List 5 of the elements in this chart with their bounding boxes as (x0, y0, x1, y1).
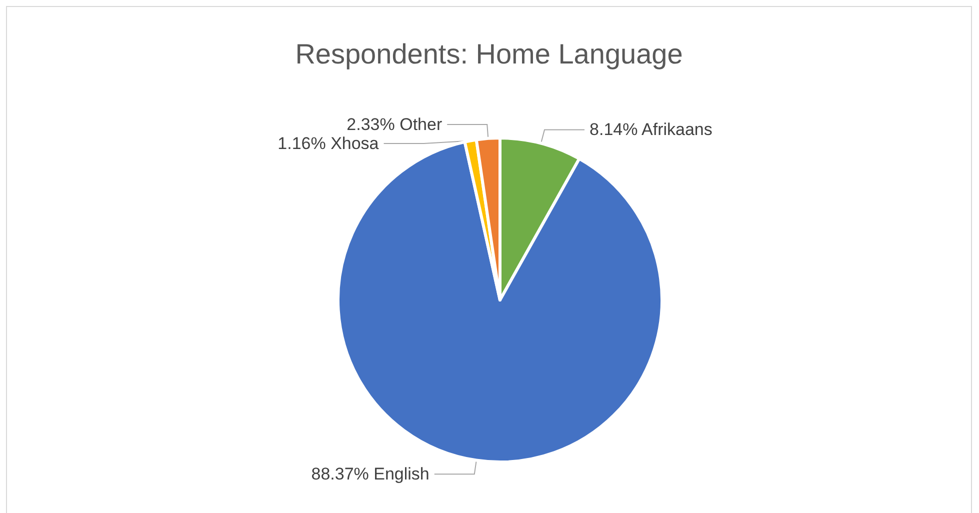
slice-label: 2.33% Other (346, 114, 442, 134)
slice-label: 8.14% Afrikaans (590, 120, 712, 140)
slice-label: 1.16% Xhosa (278, 134, 380, 153)
slice-label: 88.37% English (311, 464, 430, 484)
chart-title: Respondents: Home Language (295, 38, 683, 70)
